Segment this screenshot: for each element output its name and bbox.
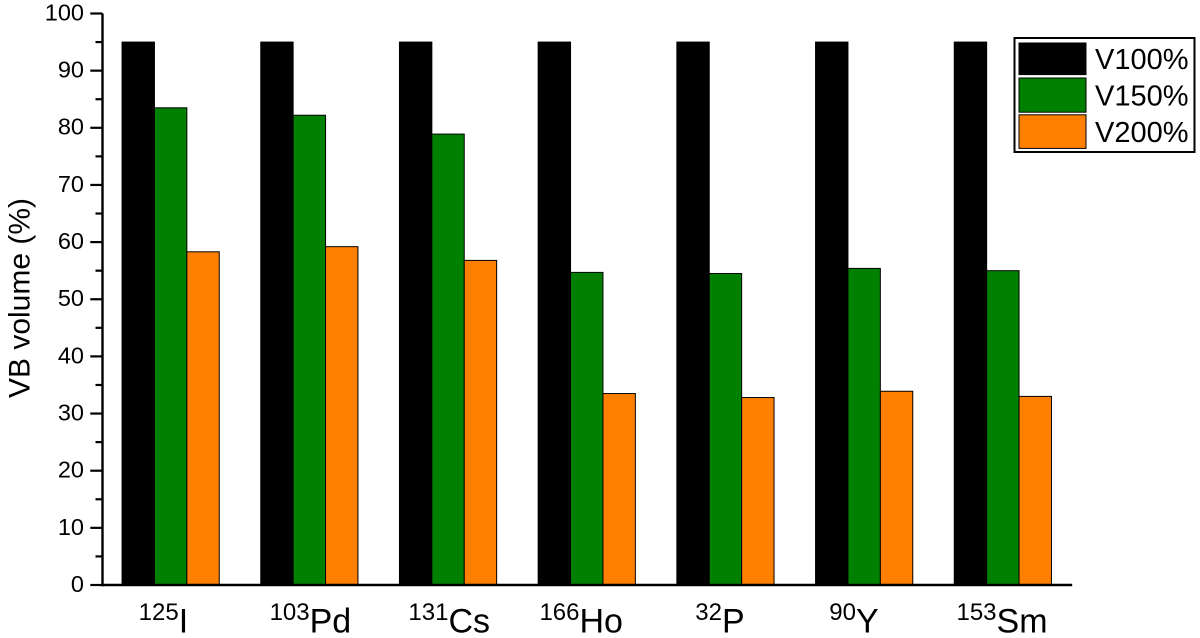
svg-text:V200%: V200% bbox=[1095, 117, 1189, 149]
svg-text:40: 40 bbox=[58, 342, 84, 368]
svg-text:80: 80 bbox=[58, 114, 84, 140]
svg-text:90Y: 90Y bbox=[829, 599, 878, 638]
svg-text:103Pd: 103Pd bbox=[270, 599, 352, 638]
svg-text:V100%: V100% bbox=[1095, 44, 1189, 76]
svg-text:V150%: V150% bbox=[1095, 81, 1189, 113]
svg-text:32P: 32P bbox=[695, 599, 744, 638]
svg-text:10: 10 bbox=[58, 514, 84, 540]
svg-text:70: 70 bbox=[58, 171, 84, 197]
svg-text:153Sm: 153Sm bbox=[956, 599, 1047, 638]
svg-text:90: 90 bbox=[58, 57, 84, 83]
svg-text:VB volume (%): VB volume (%) bbox=[4, 198, 37, 398]
svg-text:166Ho: 166Ho bbox=[539, 599, 623, 638]
svg-text:0: 0 bbox=[71, 571, 84, 597]
svg-text:30: 30 bbox=[58, 399, 84, 425]
svg-text:60: 60 bbox=[58, 228, 84, 254]
svg-text:131Cs: 131Cs bbox=[408, 599, 490, 638]
svg-text:50: 50 bbox=[58, 285, 84, 311]
svg-text:20: 20 bbox=[58, 457, 84, 483]
svg-text:100: 100 bbox=[45, 0, 84, 25]
svg-text:125I: 125I bbox=[139, 599, 189, 638]
